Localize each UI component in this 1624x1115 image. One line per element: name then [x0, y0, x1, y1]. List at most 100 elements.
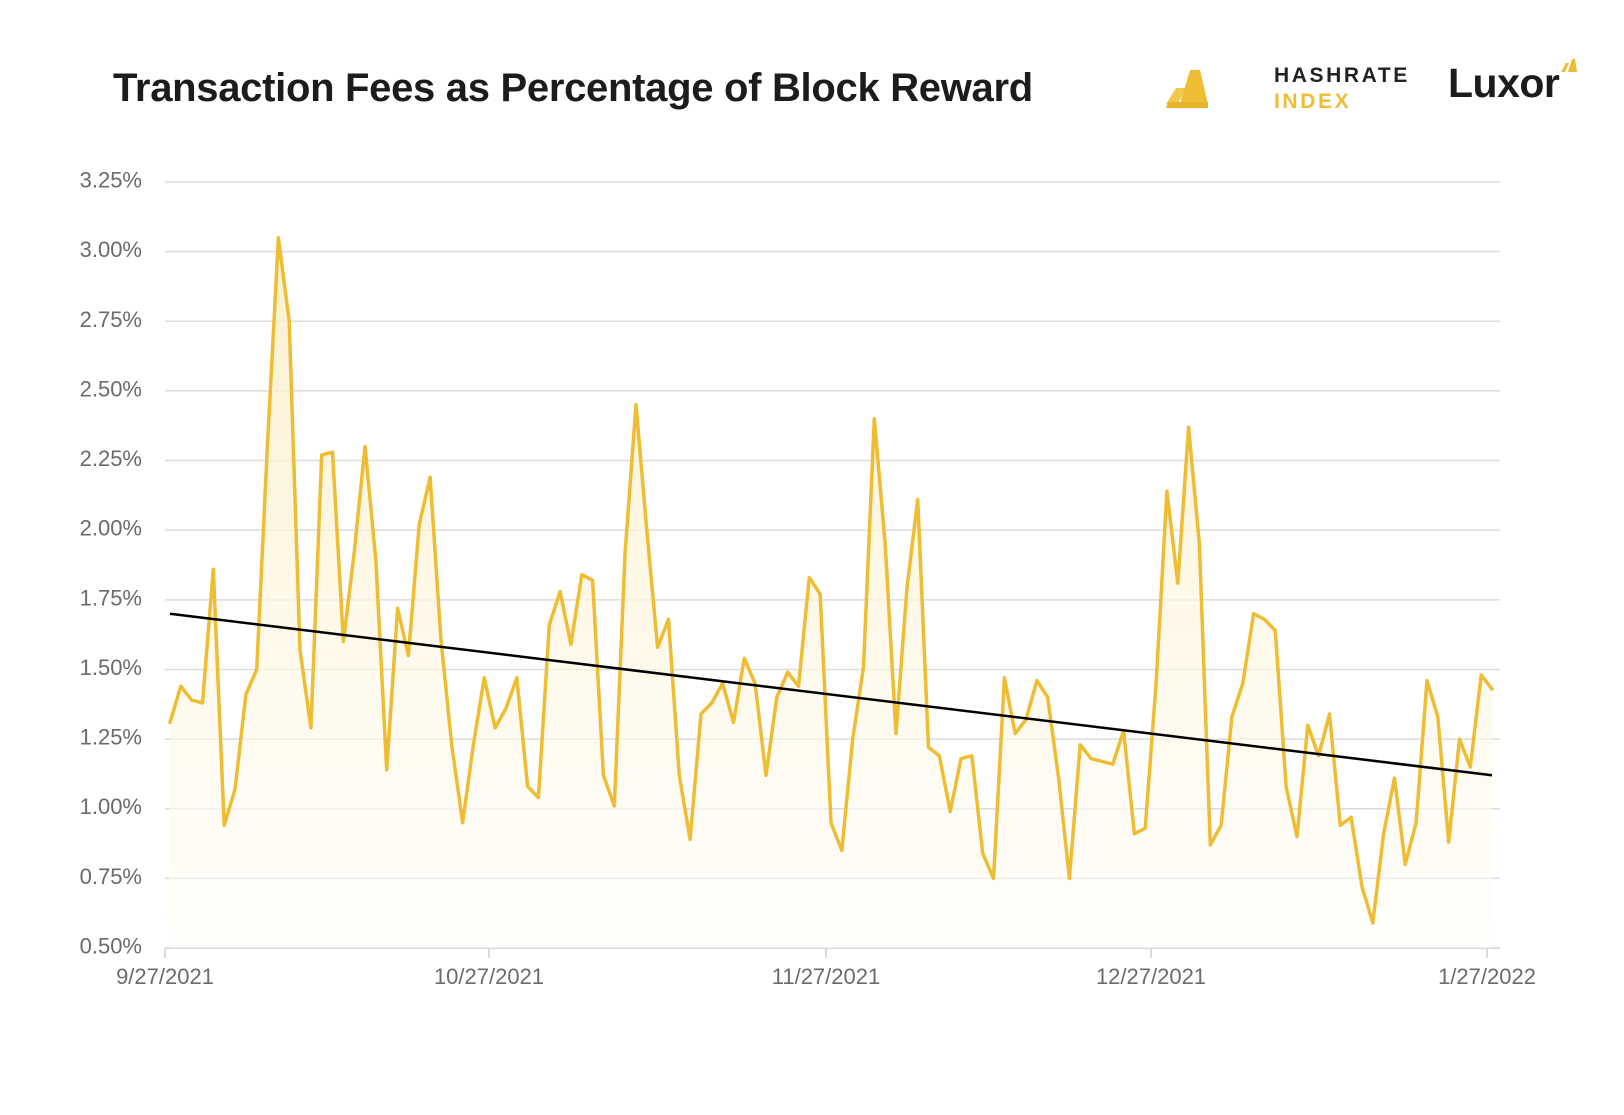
- data-point: [742, 656, 746, 660]
- data-point: [244, 693, 248, 697]
- y-tick-label: 3.00%: [80, 237, 142, 262]
- data-point: [1360, 885, 1364, 889]
- data-point: [385, 768, 389, 772]
- data-point: [927, 745, 931, 749]
- data-point: [428, 475, 432, 479]
- data-point: [818, 592, 822, 596]
- data-point: [905, 587, 909, 591]
- data-point: [634, 403, 638, 407]
- data-point: [450, 743, 454, 747]
- data-point: [1393, 776, 1397, 780]
- data-point: [1490, 687, 1494, 691]
- data-point: [179, 684, 183, 688]
- data-point: [612, 804, 616, 808]
- data-point: [222, 823, 226, 827]
- data-point: [504, 707, 508, 711]
- data-point: [287, 319, 291, 323]
- data-point: [1252, 612, 1256, 616]
- data-point: [190, 698, 194, 702]
- y-tick-label: 2.75%: [80, 307, 142, 332]
- data-point: [840, 849, 844, 853]
- data-point: [1403, 862, 1407, 866]
- data-point: [667, 617, 671, 621]
- data-point: [732, 720, 736, 724]
- chart-title: Transaction Fees as Percentage of Block …: [113, 66, 1033, 110]
- x-tick-label: 12/27/2021: [1096, 964, 1206, 989]
- data-point: [1328, 712, 1332, 716]
- data-point: [710, 701, 714, 705]
- data-point: [883, 542, 887, 546]
- data-point: [1306, 723, 1310, 727]
- data-point: [981, 851, 985, 855]
- data-point: [764, 773, 768, 777]
- data-point: [1100, 759, 1104, 763]
- data-point: [482, 676, 486, 680]
- data-point: [1382, 832, 1386, 836]
- data-point: [439, 637, 443, 641]
- data-point: [255, 668, 259, 672]
- hashrate-wordmark: HASHRATE: [1274, 64, 1410, 87]
- data-point: [1111, 762, 1115, 766]
- data-point: [1436, 715, 1440, 719]
- data-point: [1089, 757, 1093, 761]
- data-point: [1197, 542, 1201, 546]
- y-tick-label: 1.75%: [80, 585, 142, 610]
- y-tick-label: 2.00%: [80, 516, 142, 541]
- data-point: [937, 754, 941, 758]
- data-point: [406, 654, 410, 658]
- data-point: [851, 737, 855, 741]
- data-point: [417, 523, 421, 527]
- data-point: [1349, 815, 1353, 819]
- data-point: [211, 567, 215, 571]
- data-point: [1458, 737, 1462, 741]
- data-point: [341, 640, 345, 644]
- luxor-wordmark: Luxor: [1448, 60, 1560, 106]
- data-point: [916, 498, 920, 502]
- data-point: [591, 578, 595, 582]
- data-point: [396, 606, 400, 610]
- data-point: [331, 450, 335, 454]
- data-point: [1013, 732, 1017, 736]
- y-tick-label: 1.00%: [80, 794, 142, 819]
- data-point: [862, 665, 866, 669]
- data-point: [352, 551, 356, 555]
- data-point: [948, 810, 952, 814]
- data-point: [1273, 629, 1277, 633]
- data-point: [1057, 776, 1061, 780]
- x-axis: 9/27/2021 10/27/2021 11/27/2021 12/27/2021 1…: [116, 947, 1536, 989]
- series-line: [168, 235, 1494, 925]
- data-point: [970, 754, 974, 758]
- data-point: [309, 726, 313, 730]
- data-point: [807, 576, 811, 580]
- y-tick-label: 3.25%: [80, 168, 142, 193]
- data-point: [1002, 676, 1006, 680]
- luxor-logo: Luxor: [1448, 58, 1588, 118]
- data-point: [1046, 695, 1050, 699]
- data-point: [1371, 921, 1375, 925]
- data-point: [201, 701, 205, 705]
- data-point: [1295, 835, 1299, 839]
- data-point: [363, 445, 367, 449]
- series-area: [170, 237, 1492, 948]
- y-axis-ticks: 0.50% 0.75% 1.00% 1.25% 1.50% 1.75% 2.00% 2.25%…: [80, 168, 142, 959]
- data-point: [1143, 826, 1147, 830]
- data-point: [536, 796, 540, 800]
- data-point: [1208, 843, 1212, 847]
- data-point: [1241, 681, 1245, 685]
- y-tick-label: 1.25%: [80, 725, 142, 750]
- data-point: [786, 670, 790, 674]
- data-point: [276, 236, 280, 240]
- x-tick-label: 10/27/2021: [434, 964, 544, 989]
- data-point: [471, 743, 475, 747]
- data-point: [829, 821, 833, 825]
- data-point: [558, 590, 562, 594]
- data-point: [1187, 425, 1191, 429]
- data-point: [797, 684, 801, 688]
- data-point: [601, 773, 605, 777]
- data-point: [872, 417, 876, 421]
- y-tick-label: 0.50%: [80, 934, 142, 959]
- data-point: [894, 732, 898, 736]
- data-point: [515, 676, 519, 680]
- data-point: [168, 720, 172, 724]
- data-point: [1414, 821, 1418, 825]
